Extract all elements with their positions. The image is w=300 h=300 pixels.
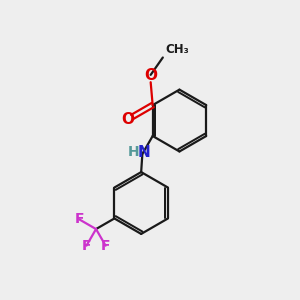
- Text: O: O: [122, 112, 134, 127]
- Text: O: O: [144, 68, 157, 83]
- Text: F: F: [82, 238, 91, 253]
- Text: N: N: [137, 145, 150, 160]
- Text: F: F: [75, 212, 84, 226]
- Text: CH₃: CH₃: [165, 43, 189, 56]
- Text: H: H: [128, 145, 139, 158]
- Text: F: F: [101, 238, 110, 253]
